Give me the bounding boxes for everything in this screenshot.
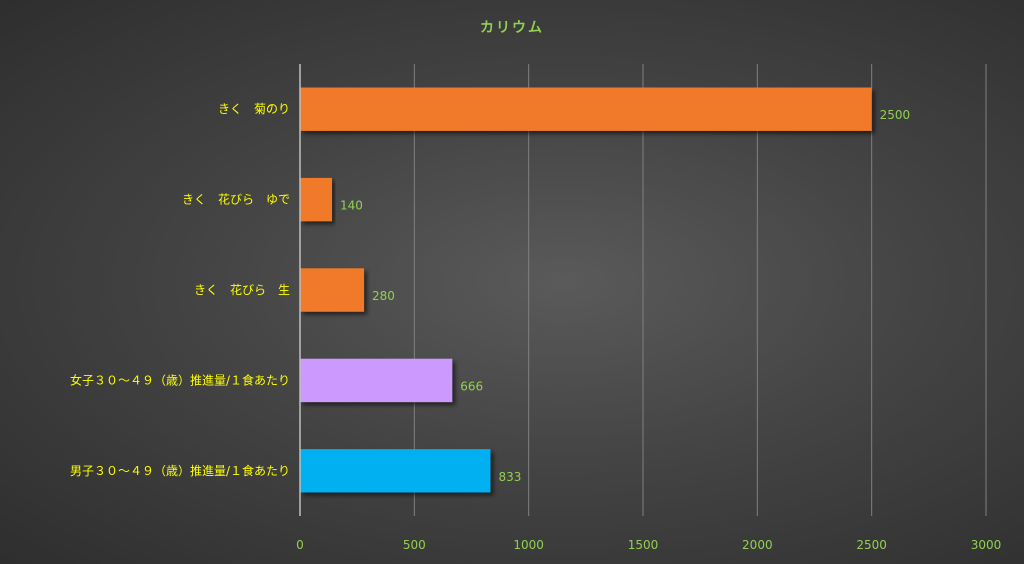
x-tick-label: 2500: [856, 538, 887, 552]
data-label: 140: [340, 199, 363, 213]
chart-title: カリウム: [480, 20, 544, 36]
data-labels: 2500 140 280 666 833: [340, 108, 910, 484]
data-label: 2500: [880, 108, 911, 122]
x-tick-label: 1500: [628, 538, 659, 552]
category-label: きく 菊のり: [218, 102, 290, 116]
category-label: きく 花びら 生: [194, 282, 290, 297]
data-label: 280: [372, 289, 395, 303]
category-label: きく 花びら ゆで: [182, 192, 290, 207]
x-tick-label: 3000: [971, 538, 1002, 552]
bar-2: [300, 268, 365, 312]
bar-4: [300, 449, 491, 493]
bars: [300, 87, 872, 493]
bar-1: [300, 177, 333, 222]
bar-3: [300, 358, 453, 403]
category-label: 男子３０～４９（歳）推進量/１食あたり: [70, 463, 290, 478]
x-tick-label: 0: [296, 538, 304, 552]
data-label: 666: [460, 379, 483, 393]
gridlines: [413, 64, 987, 516]
x-tick-labels: 0 500 1000 1500 2000 2500 3000: [296, 538, 1001, 552]
category-label: 女子３０～４９（歳）推進量/１食あたり: [70, 372, 290, 387]
x-tick-label: 2000: [742, 538, 773, 552]
bar-0: [300, 87, 872, 131]
data-label: 833: [498, 470, 521, 484]
x-tick-label: 500: [403, 538, 426, 552]
x-tick-label: 1000: [513, 538, 544, 552]
